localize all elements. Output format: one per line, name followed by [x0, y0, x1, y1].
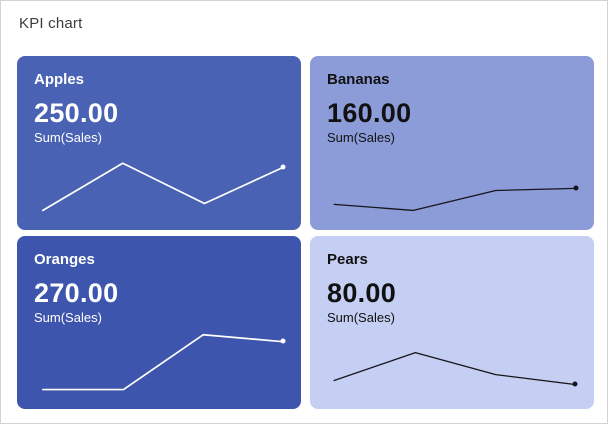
kpi-card-text: Pears 80.00 Sum(Sales): [327, 250, 582, 326]
kpi-value: 80.00: [327, 277, 397, 308]
sparkline: [17, 56, 301, 230]
sparkline: [17, 236, 301, 410]
page-title: KPI chart: [19, 15, 83, 32]
kpi-card-apples[interactable]: Apples 250.00 Sum(Sales): [17, 56, 301, 230]
kpi-card-title: Bananas: [327, 71, 390, 88]
sparkline: [310, 236, 594, 410]
kpi-card-title: Pears: [327, 250, 368, 268]
sparkline-end-dot: [572, 381, 578, 387]
kpi-measure-label: Sum(Sales): [34, 309, 102, 325]
kpi-card-bananas[interactable]: Bananas 160.00 Sum(Sales): [310, 56, 594, 230]
kpi-value: 270.00: [34, 277, 119, 308]
sparkline-end-dot: [280, 164, 286, 170]
kpi-card-pears[interactable]: Pears 80.00 Sum(Sales): [310, 235, 594, 410]
kpi-measure-label: Sum(Sales): [34, 130, 102, 145]
sparkline-end-dot: [280, 338, 286, 344]
kpi-card-text: Oranges 270.00 Sum(Sales): [34, 250, 289, 326]
kpi-card-text: Bananas 160.00 Sum(Sales): [327, 70, 582, 146]
kpi-grid: Apples 250.00 Sum(Sales) Bananas 160.00 …: [17, 56, 594, 409]
kpi-value: 160.00: [327, 98, 412, 128]
kpi-card-oranges[interactable]: Oranges 270.00 Sum(Sales): [17, 235, 301, 410]
sparkline-end-dot: [573, 185, 579, 191]
kpi-card-title: Apples: [34, 71, 85, 88]
kpi-card-text: Apples 250.00 Sum(Sales): [34, 70, 289, 146]
kpi-measure-label: Sum(Sales): [327, 130, 395, 145]
kpi-card-title: Oranges: [34, 250, 95, 268]
kpi-value: 250.00: [34, 98, 119, 128]
sparkline: [310, 56, 594, 230]
kpi-measure-label: Sum(Sales): [327, 309, 395, 325]
